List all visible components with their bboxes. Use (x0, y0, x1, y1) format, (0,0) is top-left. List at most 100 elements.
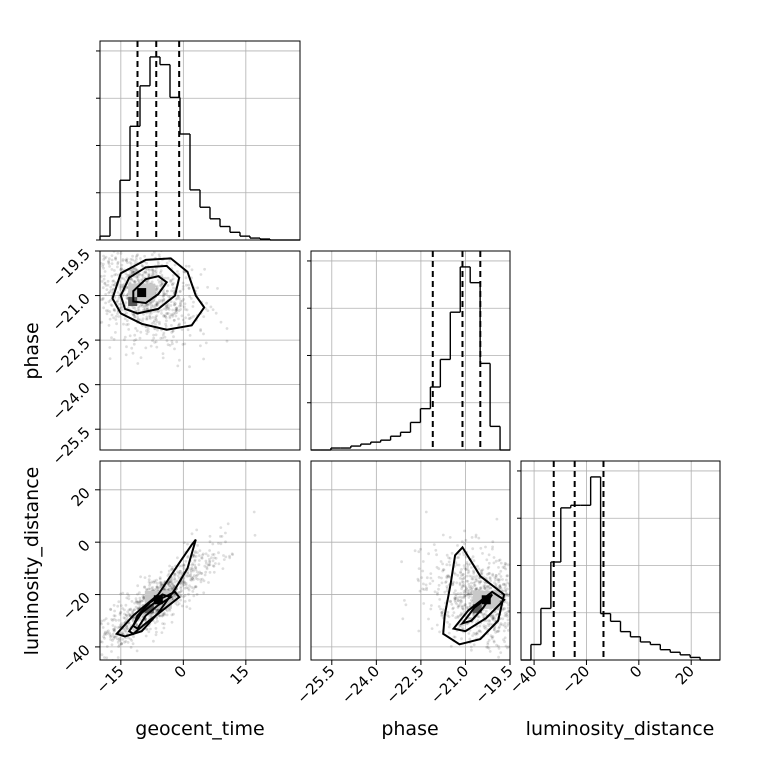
scatter-panel-geocent_time_vs_phase-point (171, 308, 175, 312)
ytick-label-luminosity_distance-0: −40 (59, 641, 94, 676)
scatter-panel-phase_vs_luminosity_distance-point (474, 633, 477, 636)
scatter-panel-geocent_time_vs_luminosity_distance-point (169, 584, 173, 588)
scatter-panel-phase_vs_luminosity_distance-point (453, 597, 457, 601)
scatter-panel-geocent_time_vs_luminosity_distance-point (110, 650, 113, 653)
ytick-label-luminosity_distance-3: 20 (68, 484, 94, 510)
scatter-panel-geocent_time_vs_luminosity_distance-point (135, 623, 138, 626)
scatter-panel-geocent_time_vs_luminosity_distance-point (224, 531, 227, 535)
scatter-panel-phase_vs_luminosity_distance-point (462, 610, 466, 614)
scatter-panel-phase_vs_luminosity_distance-point (467, 582, 471, 586)
scatter-panel-phase_vs_luminosity_distance-point (527, 593, 530, 596)
scatter-panel-phase_vs_luminosity_distance-point (491, 615, 495, 618)
scatter-panel-phase_vs_luminosity_distance-point (505, 592, 509, 596)
scatter-panel-phase_vs_luminosity_distance-point (498, 584, 502, 587)
scatter-panel-geocent_time_vs_luminosity_distance-point (171, 583, 175, 587)
scatter-panel-phase_vs_luminosity_distance-point (494, 576, 498, 579)
scatter-panel-geocent_time_vs_luminosity_distance-point (111, 632, 115, 636)
scatter-panel-geocent_time_vs_luminosity_distance-point (117, 645, 120, 648)
scatter-panel-geocent_time_vs_luminosity_distance-point (151, 586, 154, 589)
scatter-panel-phase_vs_luminosity_distance-point (441, 568, 445, 571)
scatter-panel-geocent_time_vs_phase-point (138, 336, 142, 340)
scatter-panel-phase_vs_luminosity_distance-point (493, 581, 496, 585)
scatter-panel-geocent_time_vs_phase-point (127, 273, 130, 277)
scatter-panel-geocent_time_vs_phase-point (145, 281, 149, 284)
scatter-panel-phase_vs_luminosity_distance-point (526, 619, 529, 622)
scatter-panel-phase_vs_luminosity_distance-point (425, 586, 428, 590)
scatter-panel-phase_vs_luminosity_distance-point (521, 632, 524, 635)
scatter-panel-geocent_time_vs_phase-point (128, 261, 132, 264)
scatter-panel-phase_vs_luminosity_distance-point (472, 581, 476, 585)
scatter-panel-geocent_time_vs_phase-point (136, 307, 140, 310)
scatter-panel-geocent_time_vs_luminosity_distance-point (170, 587, 173, 591)
scatter-panel-geocent_time_vs_phase-point (102, 258, 106, 261)
scatter-panel-geocent_time_vs_luminosity_distance-point (212, 564, 216, 568)
scatter-panel-geocent_time_vs_luminosity_distance-point (90, 642, 93, 645)
scatter-panel-geocent_time_vs_phase-point (168, 316, 172, 320)
scatter-panel-geocent_time_vs_phase-point (162, 307, 166, 311)
scatter-panel-phase_vs_luminosity_distance-point (424, 510, 428, 514)
scatter-panel-geocent_time_vs_luminosity_distance-point (170, 587, 174, 591)
scatter-panel-geocent_time_vs_luminosity_distance-point (180, 581, 184, 585)
scatter-panel-geocent_time_vs_luminosity_distance-point (169, 580, 172, 584)
scatter-panel-geocent_time_vs_phase-point (154, 333, 158, 337)
scatter-panel-geocent_time_vs_luminosity_distance-point (168, 580, 172, 584)
scatter-panel-geocent_time_vs_luminosity_distance-point (112, 617, 116, 621)
scatter-panel-phase_vs_luminosity_distance-point (458, 552, 461, 556)
scatter-panel-geocent_time_vs_phase-point (101, 286, 105, 290)
scatter-panel-geocent_time_vs_phase-point (192, 300, 195, 304)
scatter-panel-geocent_time_vs_phase-point (134, 338, 138, 341)
scatter-panel-geocent_time_vs_luminosity_distance-point (126, 610, 130, 614)
scatter-panel-phase_vs_luminosity_distance-point (462, 591, 466, 595)
hist-panel-geocent_time-grid (100, 41, 300, 240)
scatter-panel-geocent_time_vs_luminosity_distance-point (111, 639, 114, 642)
scatter-panel-geocent_time_vs_phase-point (172, 289, 176, 293)
scatter-panel-phase_vs_luminosity_distance-point (441, 562, 444, 566)
scatter-panel-geocent_time_vs_phase-point (119, 285, 123, 289)
ylabel-luminosity-distance: luminosity_distance (21, 467, 43, 656)
scatter-panel-geocent_time_vs_phase-point (114, 331, 117, 334)
scatter-panel-phase_vs_luminosity_distance-point (468, 594, 472, 597)
scatter-panel-phase_vs_luminosity_distance-point (467, 589, 471, 592)
scatter-panel-phase_vs_luminosity_distance-point (503, 561, 507, 565)
scatter-panel-geocent_time_vs_luminosity_distance-point (108, 631, 111, 635)
scatter-panel-geocent_time_vs_luminosity_distance-point (136, 602, 140, 606)
scatter-panel-phase_vs_luminosity_distance-point (430, 627, 434, 630)
scatter-panel-phase_vs_luminosity_distance-point (492, 561, 496, 565)
scatter-panel-phase_vs_luminosity_distance-point (462, 553, 466, 557)
scatter-panel-geocent_time_vs_luminosity_distance-point (207, 581, 210, 584)
scatter-panel-geocent_time_vs_luminosity_distance-point (135, 649, 139, 653)
ytick-label-luminosity_distance-1: −20 (59, 589, 94, 624)
scatter-panel-phase_vs_luminosity_distance-point (456, 556, 459, 559)
scatter-panel-geocent_time_vs_phase-point (135, 276, 139, 280)
scatter-panel-geocent_time_vs_phase-point (145, 317, 148, 321)
scatter-panel-phase_vs_luminosity_distance-point (486, 641, 490, 644)
scatter-panel-geocent_time_vs_luminosity_distance-point (117, 618, 121, 622)
scatter-panel-phase_vs_luminosity_distance-point (454, 589, 457, 592)
scatter-panel-phase_vs_luminosity_distance-point (512, 607, 515, 610)
scatter-panel-geocent_time_vs_luminosity_distance-point (184, 581, 188, 585)
scatter-panel-phase_vs_luminosity_distance-point (492, 639, 496, 643)
scatter-panel-phase_vs_luminosity_distance-point (493, 576, 497, 579)
scatter-panel-geocent_time_vs_phase-point (163, 314, 167, 318)
scatter-panel-geocent_time_vs_phase-point (151, 339, 154, 342)
scatter-panel-phase_vs_luminosity_distance-point (506, 624, 509, 627)
scatter-panel-phase_vs_luminosity_distance-point (428, 582, 432, 585)
scatter-panel-phase_vs_luminosity_distance-point (524, 613, 527, 616)
scatter-panel-phase_vs_luminosity_distance-point (471, 547, 475, 551)
scatter-panel-geocent_time_vs_phase-point (166, 343, 170, 347)
scatter-panel-phase_vs_luminosity_distance-point (443, 590, 447, 594)
scatter-panel-geocent_time_vs_luminosity_distance-point (208, 557, 211, 561)
scatter-panel-geocent_time_vs_phase-point (129, 271, 133, 275)
scatter-panel-geocent_time_vs_luminosity_distance-point (127, 608, 131, 612)
scatter-panel-phase_vs_luminosity_distance-point (472, 575, 476, 579)
scatter-panel-geocent_time_vs_phase-point (164, 276, 167, 280)
scatter-panel-geocent_time_vs_phase-point (158, 284, 162, 287)
scatter-panel-phase_vs_luminosity_distance-point (510, 620, 513, 623)
scatter-panel-phase_vs_luminosity_distance-point (416, 577, 420, 581)
scatter-panel-phase_vs_luminosity_distance-point (505, 601, 509, 604)
scatter-panel-phase_vs_luminosity_distance-point (474, 632, 478, 635)
scatter-panel-geocent_time_vs_luminosity_distance-point (163, 587, 166, 591)
scatter-panel-geocent_time_vs_luminosity_distance-point (103, 633, 106, 636)
scatter-panel-geocent_time_vs_phase-point (137, 278, 140, 282)
scatter-panel-geocent_time_vs_phase-point (106, 245, 109, 248)
